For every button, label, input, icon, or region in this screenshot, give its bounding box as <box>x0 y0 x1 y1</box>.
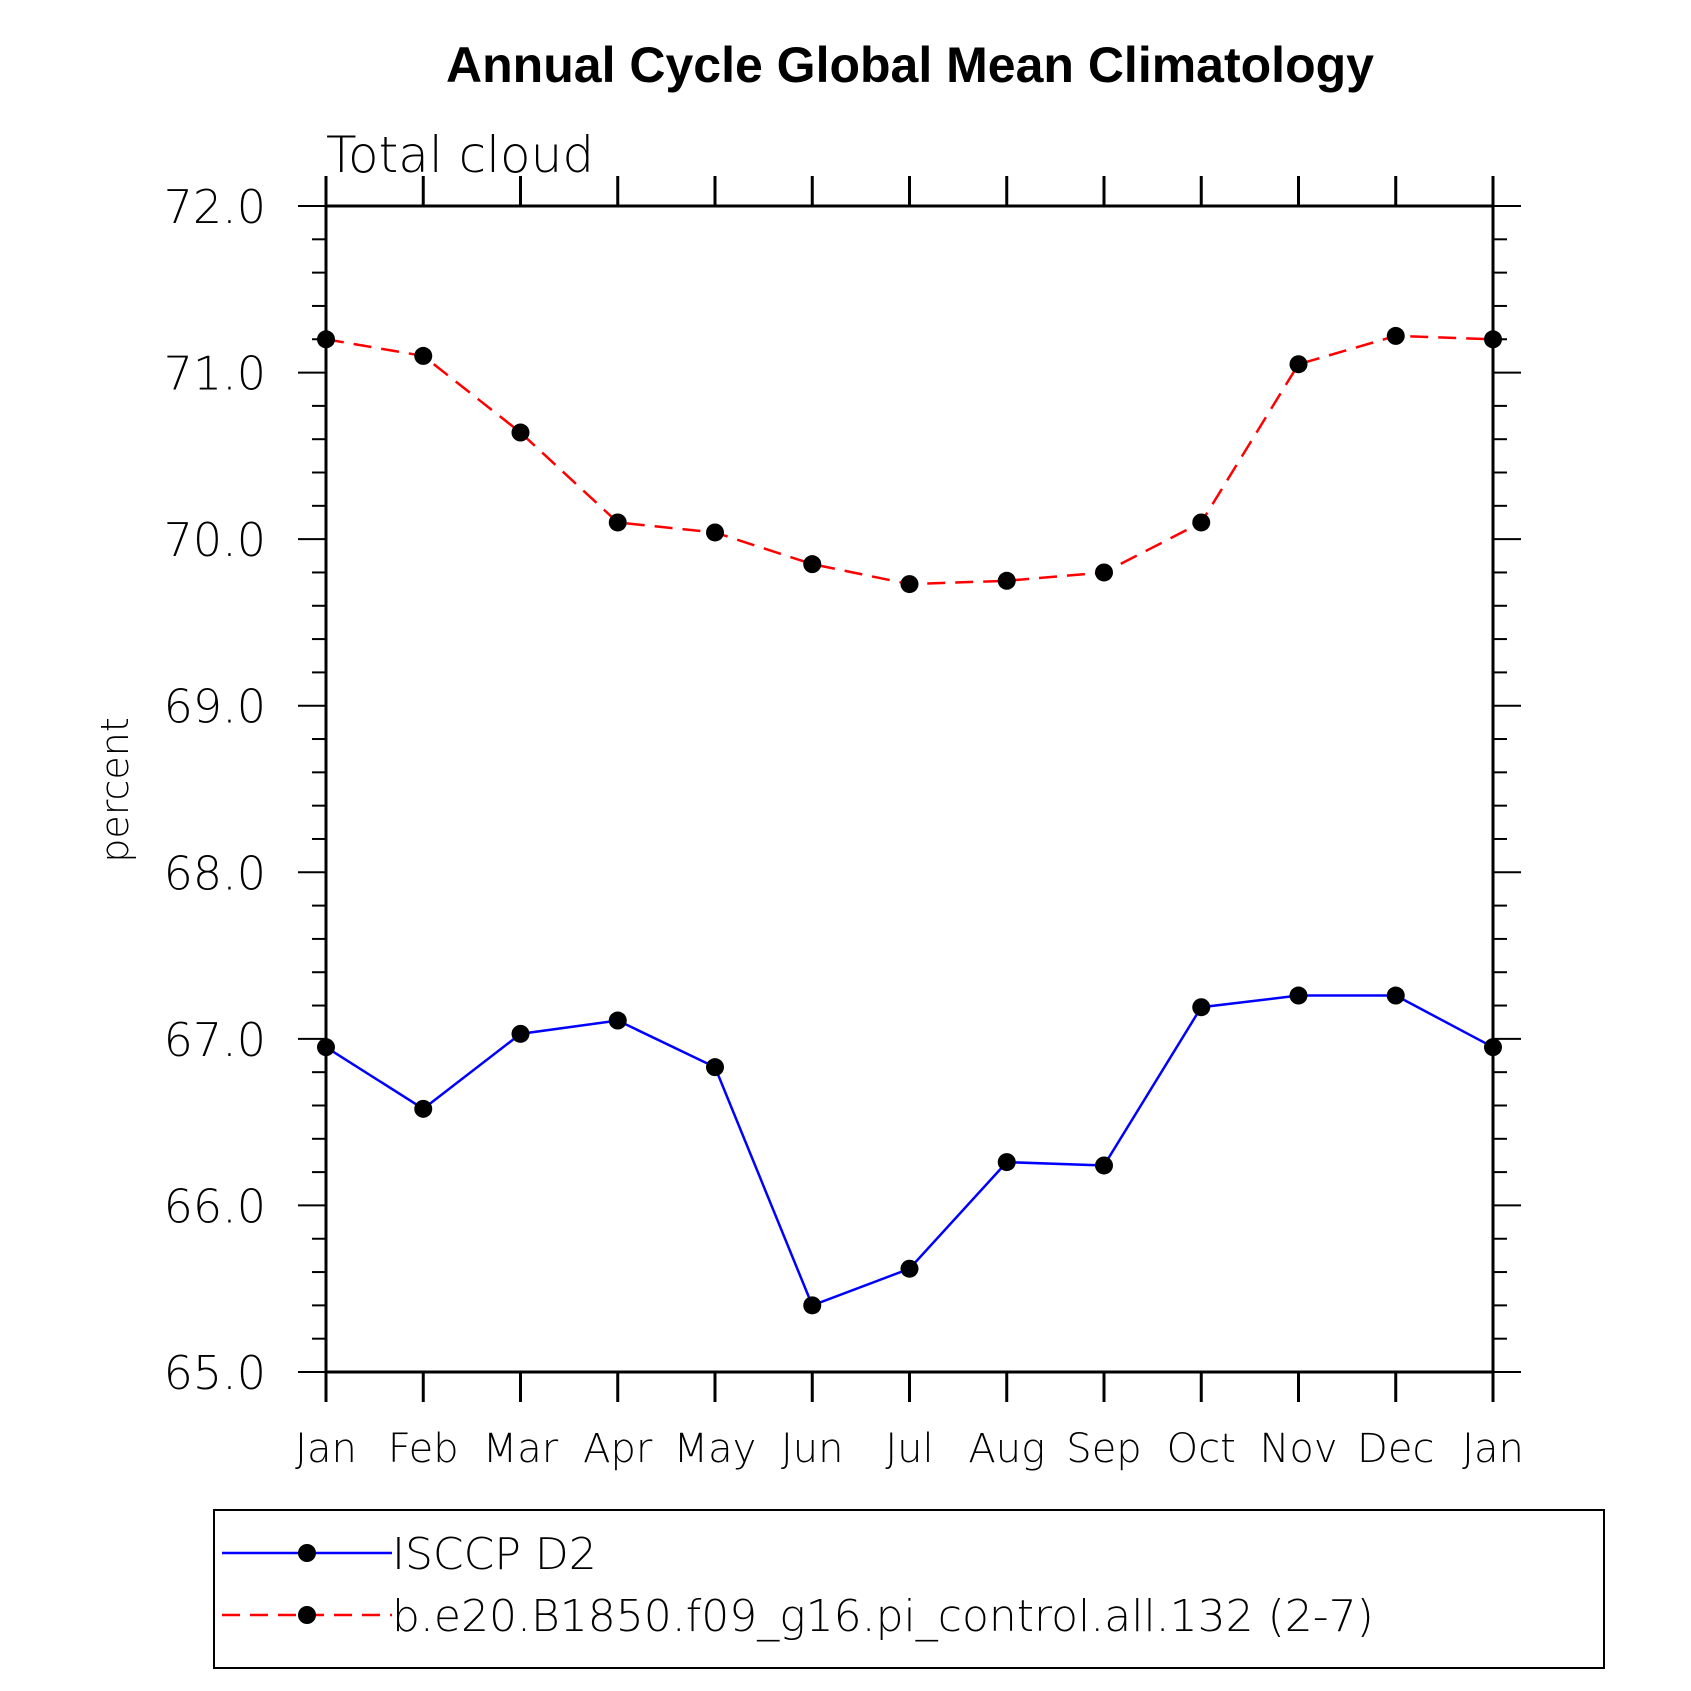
y-tick-label: 65.0 <box>164 1346 266 1400</box>
y-tick-label: 67.0 <box>164 1013 266 1067</box>
data-point <box>1095 563 1113 582</box>
x-tick-label: Dec <box>1357 1426 1434 1472</box>
series-2 <box>317 326 1502 594</box>
data-point <box>414 346 433 365</box>
legend-marker <box>298 1606 316 1624</box>
x-tick-label: Mar <box>483 1426 559 1472</box>
legend-entries: ISCCP D2 b.e20.B1850.f09_g16.pi_control.a… <box>222 1529 1374 1642</box>
y-axis-label: percent <box>93 717 137 863</box>
x-tick-label: Oct <box>1167 1426 1236 1472</box>
x-tick-label: Sep <box>1066 1426 1141 1472</box>
data-point <box>1289 986 1308 1005</box>
data-point <box>1289 355 1308 374</box>
data-point <box>900 575 919 594</box>
x-tick-label: Apr <box>583 1426 653 1472</box>
x-tick-labels: Jan Feb Mar Apr May Jun Jul Aug Sep Oct Nov Dec Jan <box>295 1426 1524 1472</box>
y-tick-label: 70.0 <box>164 513 266 567</box>
series-1 <box>317 986 1502 1315</box>
data-point <box>997 571 1016 590</box>
data-point <box>608 513 627 532</box>
chart-title: Annual Cycle Global Mean Climatology <box>446 37 1374 93</box>
plot-frame <box>324 204 1495 1374</box>
y-tick-label: 71.0 <box>164 347 266 401</box>
series-layer <box>317 326 1502 1315</box>
data-point <box>1095 1156 1113 1175</box>
legend-label: ISCCP D2 <box>392 1529 597 1580</box>
data-point <box>1192 998 1211 1017</box>
data-point <box>997 1153 1016 1172</box>
series-line <box>325 994 1494 1307</box>
y-tick-label: 68.0 <box>164 846 266 900</box>
data-point <box>706 523 724 542</box>
legend-box <box>213 1509 1605 1669</box>
data-point <box>1192 513 1211 532</box>
data-point <box>511 1024 530 1043</box>
data-point <box>608 1011 627 1030</box>
data-point <box>414 1099 433 1118</box>
data-point <box>900 1259 919 1278</box>
y-tick-label: 72.0 <box>164 180 266 234</box>
series-line <box>325 334 1494 586</box>
x-tick-label: Jan <box>1462 1426 1524 1472</box>
legend-marker <box>298 1544 316 1562</box>
x-tick-label: Feb <box>388 1426 459 1472</box>
data-point <box>803 1296 822 1315</box>
legend-label: b.e20.B1850.f09_g16.pi_control.all.132 (… <box>392 1591 1374 1642</box>
x-tick-label: Jan <box>295 1426 357 1472</box>
legend: ISCCP D2 b.e20.B1850.f09_g16.pi_control.a… <box>213 1509 1605 1669</box>
x-tick-label: Nov <box>1259 1426 1337 1472</box>
data-point <box>1386 326 1405 345</box>
x-tick-label: May <box>674 1426 757 1472</box>
y-tick-label: 66.0 <box>164 1179 266 1233</box>
x-tick-label: Jul <box>885 1426 933 1472</box>
axis-ticks <box>298 176 1521 1402</box>
x-tick-label: Jun <box>781 1426 844 1472</box>
x-tick-label: Aug <box>968 1426 1045 1472</box>
y-tick-label: 69.0 <box>164 680 266 734</box>
y-tick-labels: 65.0 66.0 67.0 68.0 69.0 70.0 71.0 72.0 <box>164 180 266 1400</box>
data-point <box>511 423 530 442</box>
chart-subtitle: Total cloud <box>326 126 594 184</box>
data-point <box>706 1058 724 1077</box>
data-point <box>1386 986 1405 1005</box>
data-point <box>803 555 822 574</box>
